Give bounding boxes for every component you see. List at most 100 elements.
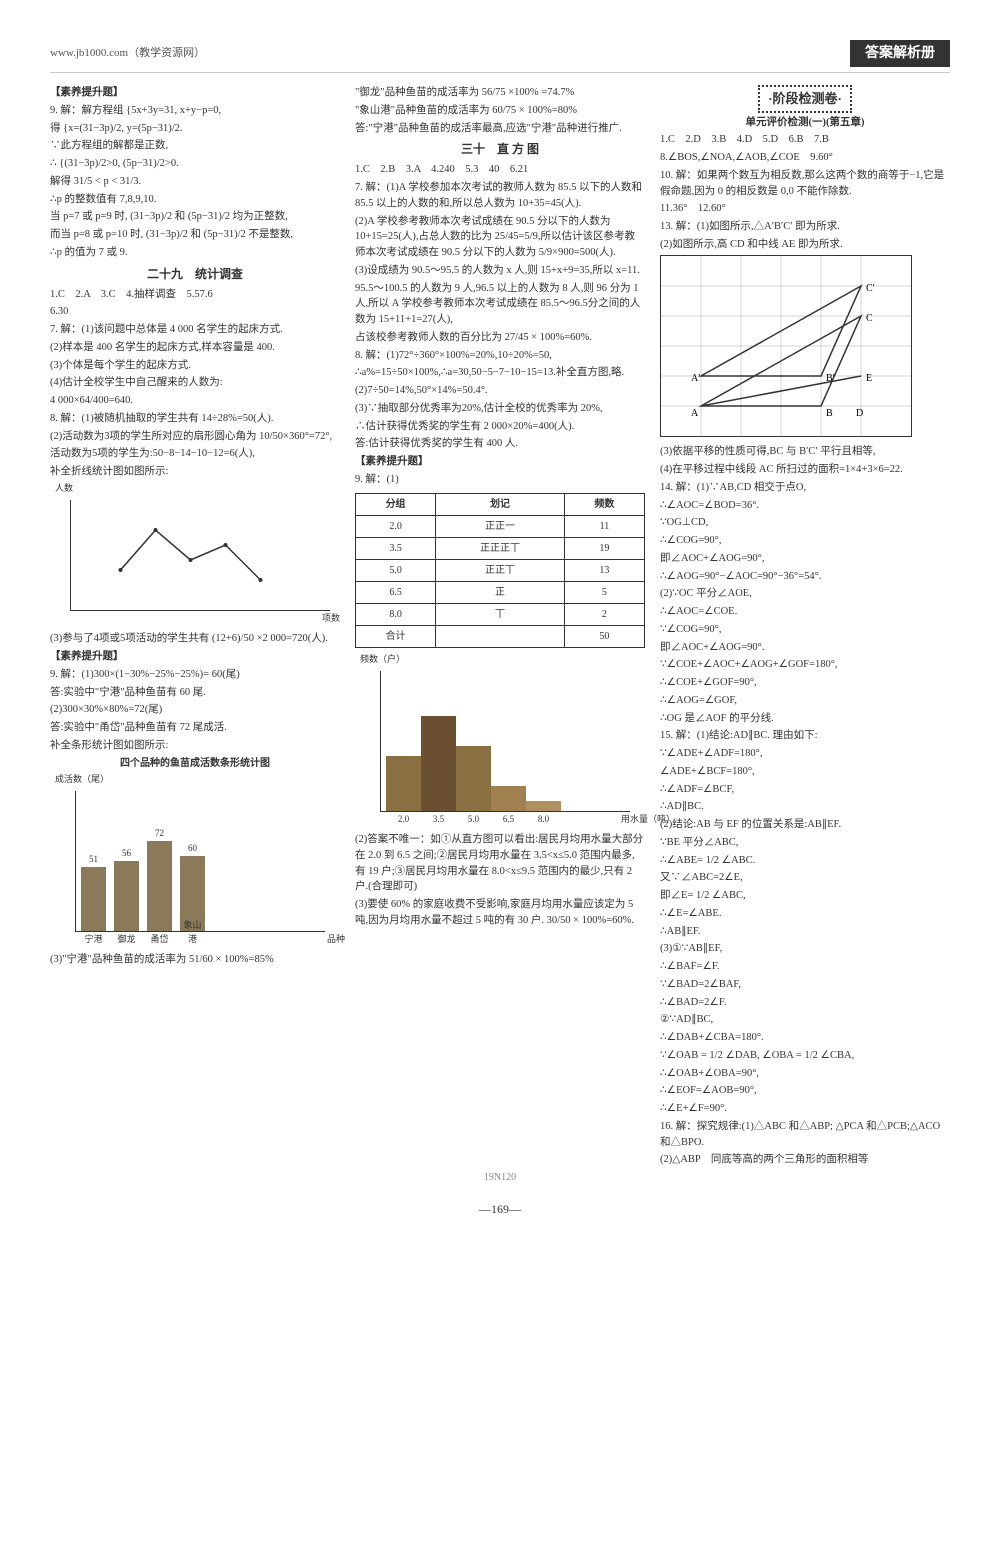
c3-p11: ∵OG⊥CD, [660, 515, 950, 531]
c3-p2: 8.∠BOS,∠NOA,∠AOB,∠COE 9.60° [660, 150, 950, 166]
c2-p16: 9. 解：(1) [355, 472, 645, 488]
c2-p8: 95.5～100.5 的人数为 9 人,96.5 以上的人数为 8 人,则 96… [355, 281, 645, 328]
c1-p26: 补全条形统计图如图所示: [50, 738, 340, 754]
c1-p1: 9. 解：解方程组 {5x+3y=31, x+y−p=0, [50, 103, 340, 119]
c1-p4: ∴ {(31−3p)/2>0, (5p−31)/2>0. [50, 156, 340, 172]
c3-p6: (2)如图所示,高 CD 和中线 AE 即为所求. [660, 237, 950, 253]
c2-p7: (3)设成绩为 90.5～95.5 的人数为 x 人,则 15+x+9=35,所… [355, 263, 645, 279]
c1-p11: 6.30 [50, 304, 340, 320]
c1-p23: 答:实验中"宁港"品种鱼苗有 60 尾. [50, 685, 340, 701]
c3-p3: 10. 解：如果两个数互为相反数,那么这两个数的商等于−1,它是假命题,因为 0… [660, 168, 950, 200]
c1-p19: 活动数为5项的学生为:50−8−14−10−12=6(人), [50, 446, 340, 462]
c3-p5: 13. 解：(1)如图所示,△A′B′C′ 即为所求. [660, 219, 950, 235]
c3-p23: 15. 解：(1)结论:AD∥BC. 理由如下: [660, 728, 950, 744]
c1-p18: (2)活动数为3项的学生所对应的扇形圆心角为 10/50×360°=72°, [50, 429, 340, 445]
c1-p3: ∵此方程组的解都是正数, [50, 138, 340, 154]
header-title: 答案解析册 [850, 40, 950, 67]
c3-p30: ∴∠ABE= 1/2 ∠ABC. [660, 853, 950, 869]
columns: 【素养提升题】 9. 解：解方程组 {5x+3y=31, x+y−p=0, 得 … [50, 83, 950, 1170]
svg-text:D: D [856, 408, 863, 419]
col-1: 【素养提升题】 9. 解：解方程组 {5x+3y=31, x+y−p=0, 得 … [50, 83, 340, 1170]
triangle-grid: A′B′ C′ AB CE D [660, 255, 912, 437]
c2-p5: 7. 解：(1)A 学校参加本次考试的教师人数为 85.5 以下的人数和 85.… [355, 180, 645, 212]
c2-h1: 三十 直 方 图 [355, 140, 645, 158]
page-number: —169— [50, 1200, 950, 1218]
chart3-ylabel: 频数（户） [360, 653, 645, 667]
chart2-title: 四个品种的鱼苗成活数条形统计图 [50, 756, 340, 771]
c3-p27: ∴AD∥BC. [660, 799, 950, 815]
c3-p45: 16. 解：探究规律:(1)△ABC 和△ABP; △PCA 和△PCB;△AC… [660, 1119, 950, 1151]
c3-p42: ∴∠OAB+∠OBA=90°, [660, 1066, 950, 1082]
bar-chart-2: 频数（户） 用水量（吨） 2.03.55.06.58.0 [355, 653, 645, 813]
c2-p12: (2)7÷50=14%,50°×14%=50.4°. [355, 383, 645, 399]
c3-p9: 14. 解：(1)∵AB,CD 相交于点O, [660, 480, 950, 496]
c3-p46: (2)△ABP 同底等高的两个三角形的面积相等 [660, 1152, 950, 1168]
c2-h2: 【素养提升题】 [355, 454, 645, 470]
c3-p10: ∴∠AOC=∠BOD=36°. [660, 498, 950, 514]
c3-p31: 又∵∠ABC=2∠E, [660, 870, 950, 886]
c1-p21: (3)参与了4项或5项活动的学生共有 (12+6)/50 ×2 000=720(… [50, 631, 340, 647]
chart1-xlabel: 项数 [322, 612, 340, 626]
c2-p10: 8. 解：(1)72°÷360°×100%=20%,10÷20%=50, [355, 348, 645, 364]
c2-p11: ∴a%=15÷50×100%,∴a=30,50−5−7−10−15=13.补全直… [355, 365, 645, 381]
c1-p17: 8. 解：(1)被随机抽取的学生共有 14÷28%=50(人). [50, 411, 340, 427]
col-3: ·阶段检测卷· 单元评价检测(一)(第五章) 1.C 2.D 3.B 4.D 5… [660, 83, 950, 1170]
c1-p9: ∴p 的值为 7 或 9. [50, 245, 340, 261]
bar-chart-1: 成活数（尾） 品种 51宁港56御龙72甬岱60象山港 [50, 773, 340, 933]
c2-p13: (3)∵抽取部分优秀率为20%,估计全校的优秀率为 20%, [355, 401, 645, 417]
c2-p1: "御龙"品种鱼苗的成活率为 56/75 ×100% =74.7% [355, 85, 645, 101]
c3-p37: ∵∠BAD=2∠BAF, [660, 977, 950, 993]
c3-p12: ∴∠COG=90°, [660, 533, 950, 549]
c3-p34: ∴AB∥EF. [660, 924, 950, 940]
c2-p14: ∴估计获得优秀奖的学生有 2 000×20%=400(人). [355, 419, 645, 435]
c3-h2: 单元评价检测(一)(第五章) [660, 115, 950, 131]
c3-p19: ∵∠COE+∠AOC+∠AOG+∠GOF=180°, [660, 657, 950, 673]
chart2-ylabel: 成活数（尾） [55, 773, 340, 787]
svg-text:A: A [691, 408, 699, 419]
c3-p35: (3)①∵AB∥EF, [660, 941, 950, 957]
c1-p8: 而当 p=8 或 p=10 时, (31−3p)/2 和 (5p−31)/2 不… [50, 227, 340, 243]
c3-p21: ∴∠AOG=∠GOF, [660, 693, 950, 709]
header: www.jb1000.com（教学资源网） 答案解析册 [50, 40, 950, 73]
svg-text:C′: C′ [866, 283, 875, 294]
c3-p25: ∠ADE+∠BCF=180°, [660, 764, 950, 780]
c3-p7: (3)依据平移的性质可得,BC 与 B′C′ 平行且相等, [660, 444, 950, 460]
c3-p40: ∴∠DAB+∠CBA=180°. [660, 1030, 950, 1046]
c2-p17: (2)答案不唯一：如①从直方图可以看出:居民月均用水量大部分在 2.0 到 6.… [355, 832, 645, 895]
c3-p29: ∵BE 平分∠ABC, [660, 835, 950, 851]
c3-h1: ·阶段检测卷· [758, 85, 852, 113]
c1-h2: 二十九 统计调查 [50, 265, 340, 283]
c1-p25: 答:实验中"甬岱"品种鱼苗有 72 尾成活. [50, 720, 340, 736]
c3-p44: ∴∠E+∠F=90°. [660, 1101, 950, 1117]
c3-p4: 11.36° 12.60° [660, 201, 950, 217]
c1-p15: (4)估计全校学生中自己醒来的人数为: [50, 375, 340, 391]
c2-p18: (3)要使 60% 的家庭收费不受影响,家庭月均用水量应该定为 5 吨,因为月均… [355, 897, 645, 929]
c3-p17: ∵∠COG=90°, [660, 622, 950, 638]
c3-p18: 即∠AOC+∠AOG=90°. [660, 640, 950, 656]
c3-p33: ∴∠E=∠ABE. [660, 906, 950, 922]
c3-p26: ∴∠ADF=∠BCF, [660, 782, 950, 798]
c3-p16: ∴∠AOC=∠COE. [660, 604, 950, 620]
c3-p38: ∴∠BAD=2∠F. [660, 995, 950, 1011]
c3-p41: ∵∠OAB = 1/2 ∠DAB, ∠OBA = 1/2 ∠CBA, [660, 1048, 950, 1064]
c2-p2: "象山港"品种鱼苗的成活率为 60/75 × 100%=80% [355, 103, 645, 119]
c3-p14: ∴∠AOG=90°−∠AOC=90°−36°=54°. [660, 569, 950, 585]
svg-text:E: E [866, 373, 872, 384]
chart3-xlabel: 用水量（吨） [621, 813, 675, 827]
c1-p16: 4 000×64/400=640. [50, 393, 340, 409]
c3-p1: 1.C 2.D 3.B 4.D 5.D 6.B 7.B [660, 132, 950, 148]
chart1-ylabel: 人数 [55, 482, 340, 496]
line-chart-svg [71, 500, 330, 610]
line-chart-1: 人数 项数 [50, 482, 340, 612]
header-url: www.jb1000.com（教学资源网） [50, 45, 205, 62]
c3-p28: (2)结论:AB 与 EF 的位置关系是:AB∥EF. [660, 817, 950, 833]
c2-p6: (2)A 学校参考教师本次考试成绩在 90.5 分以下的人数为 10+15=25… [355, 214, 645, 261]
c1-p13: (2)样本是 400 名学生的起床方式,样本容量是 400. [50, 340, 340, 356]
c3-p8: (4)在平移过程中线段 AC 所扫过的面积=1×4+3×6=22. [660, 462, 950, 478]
c1-p27: (3)"宁港"品种鱼苗的成活率为 51/60 × 100%=85% [50, 952, 340, 968]
svg-text:C: C [866, 313, 873, 324]
c1-p6: ∴p 的整数值有 7,8,9,10. [50, 192, 340, 208]
c3-p39: ②∵AD∥BC, [660, 1012, 950, 1028]
c2-p4: 1.C 2.B 3.A 4.240 5.3 40 6.21 [355, 162, 645, 178]
c1-p10: 1.C 2.A 3.C 4.抽样调查 5.57.6 [50, 287, 340, 303]
